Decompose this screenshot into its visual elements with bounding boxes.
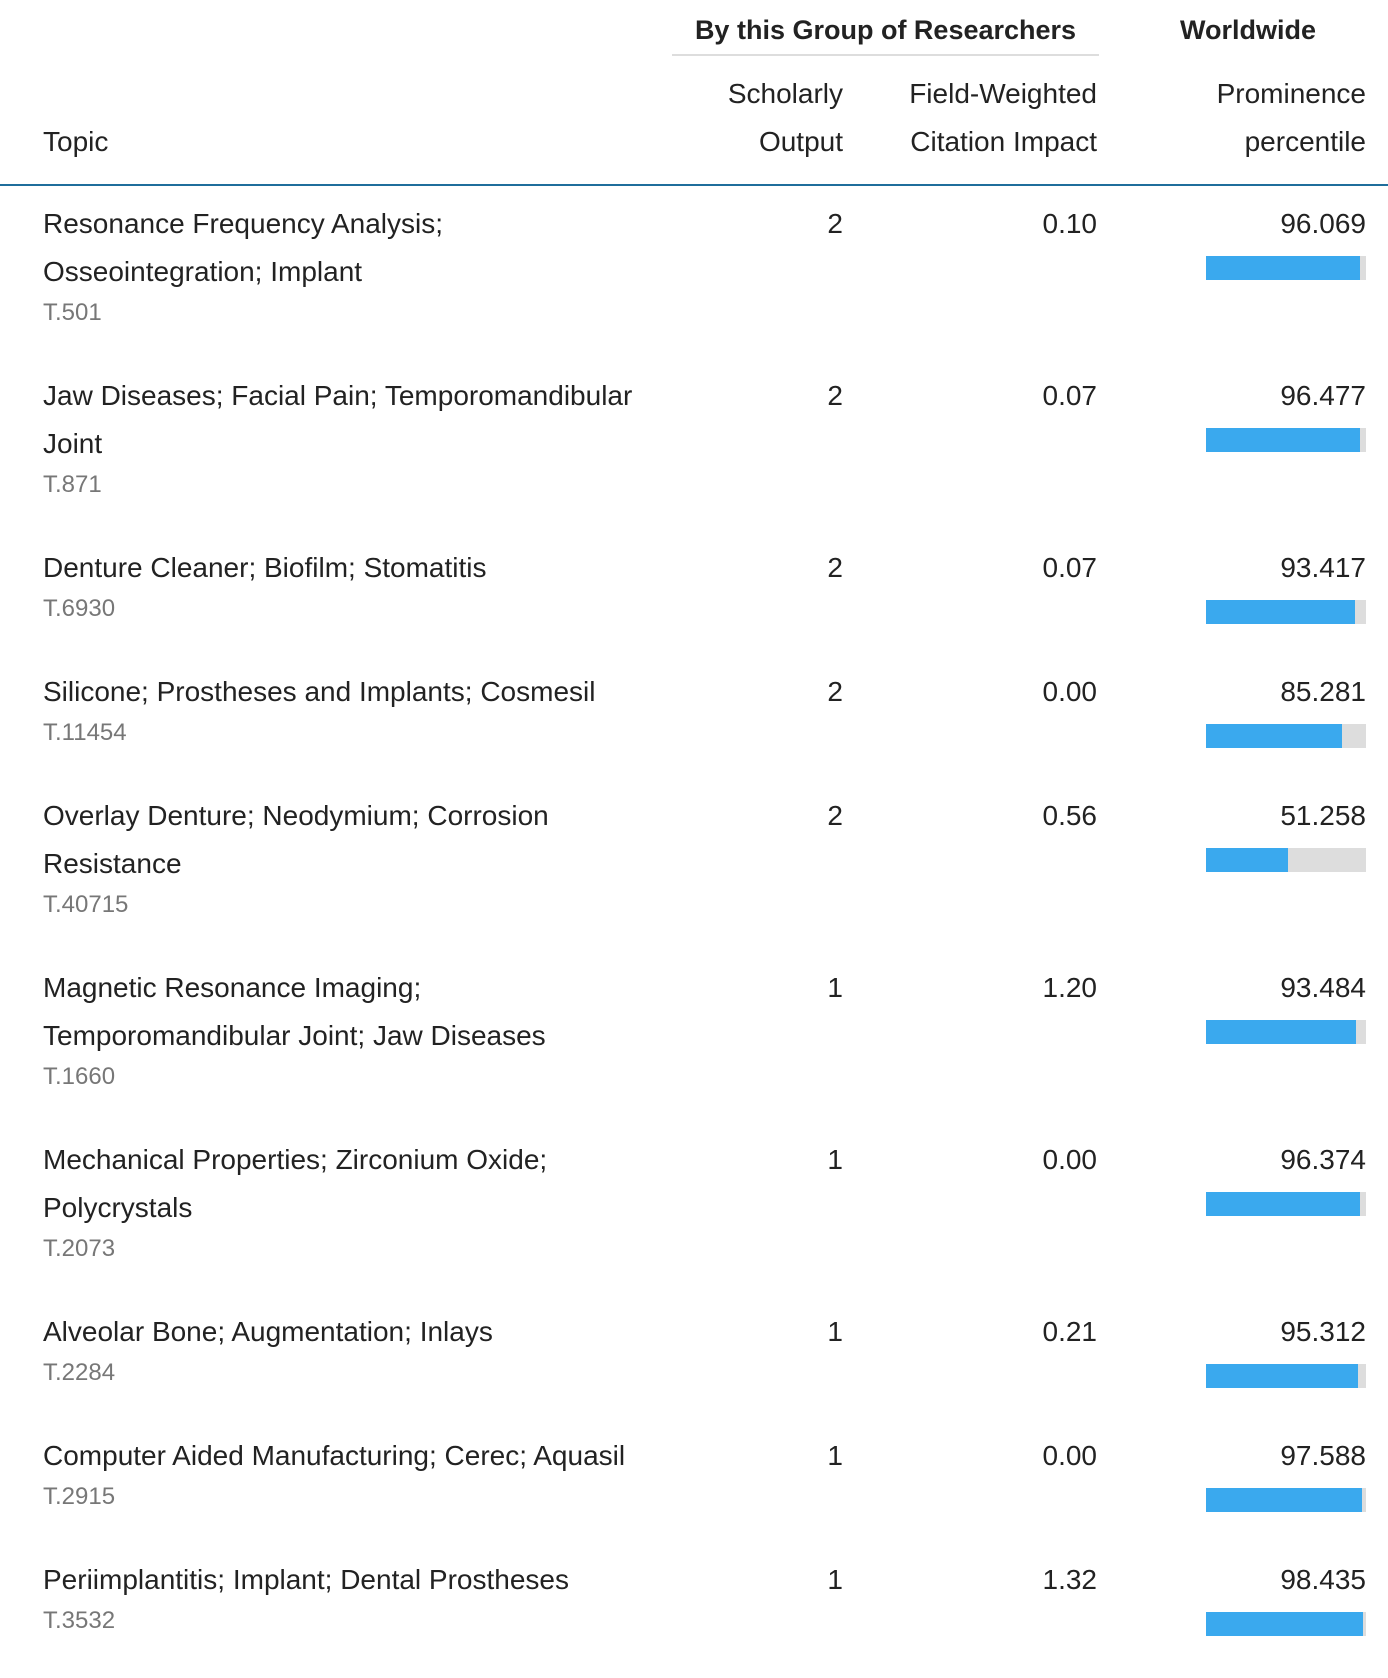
scholarly-output: 2 <box>827 380 843 411</box>
fwci: 0.56 <box>1042 800 1098 831</box>
worldwide-title: Worldwide <box>1179 15 1316 45</box>
percentile-bar <box>1206 600 1356 624</box>
fwci: 0.00 <box>1042 676 1098 707</box>
topic: Denture Cleaner; Biofilm; Stomatitis <box>43 552 487 583</box>
percentile-track <box>1206 600 1366 624</box>
fwci: 0.21 <box>1042 1316 1098 1347</box>
table-row: Periimplantitis; Implant; Dental Prosthe… <box>0 1542 1388 1666</box>
topic: Silicone; Prostheses and Implants; Cosme… <box>43 676 596 707</box>
scholarly-output: 1 <box>827 1440 843 1471</box>
percentile: 51.258 <box>1280 800 1366 831</box>
scholarly-output: 1 <box>827 1144 843 1175</box>
percentile-bar <box>1206 1364 1359 1388</box>
fwci: 0.00 <box>1042 1144 1098 1175</box>
table-body: Resonance Frequency Analysis; Osseointeg… <box>0 186 1388 1666</box>
table-row: Denture Cleaner; Biofilm; Stomatitis T.69… <box>0 530 1388 654</box>
col-output: Scholarly Output <box>728 70 843 166</box>
topic: Periimplantitis; Implant; Dental Prosthe… <box>43 1564 569 1595</box>
percentile: 96.477 <box>1280 380 1366 411</box>
table-row: Jaw Diseases; Facial Pain; Temporomandib… <box>0 358 1388 530</box>
percentile-track <box>1206 848 1366 872</box>
scholarly-output: 2 <box>827 552 843 583</box>
percentile: 95.312 <box>1280 1316 1366 1347</box>
percentile-bar <box>1206 1192 1361 1216</box>
percentile-bar <box>1206 1020 1356 1044</box>
percentile-bar <box>1206 724 1343 748</box>
fwci: 0.00 <box>1042 1440 1098 1471</box>
table-row: Alveolar Bone; Augmentation; Inlays T.228… <box>0 1294 1388 1418</box>
col-fwci: Field-Weighted Citation Impact <box>909 70 1097 166</box>
table-row: Silicone; Prostheses and Implants; Cosme… <box>0 654 1388 778</box>
scholarly-output: 1 <box>827 972 843 1003</box>
topic-code: T.40715 <box>43 891 129 918</box>
topic: Jaw Diseases; Facial Pain; Temporomandib… <box>43 380 633 459</box>
topic: Computer Aided Manufacturing; Cerec; Aqu… <box>43 1440 626 1471</box>
percentile-track <box>1206 256 1366 280</box>
scholarly-output: 1 <box>827 1316 843 1347</box>
percentile-bar <box>1206 1488 1363 1512</box>
scholarly-output: 2 <box>827 676 843 707</box>
percentile: 93.417 <box>1280 552 1366 583</box>
table-header: By this Group of Researchers Worldwide T… <box>0 0 1388 186</box>
percentile-track <box>1206 1364 1366 1388</box>
header-line: Prominence <box>1216 78 1366 109</box>
percentile-bar <box>1206 1612 1364 1636</box>
topic: Overlay Denture; Neodymium; Corrosion Re… <box>43 800 549 879</box>
fwci: 1.20 <box>1042 972 1098 1003</box>
fwci: 0.07 <box>1042 380 1098 411</box>
header-line: Field-Weighted <box>909 78 1097 109</box>
scholarly-output: 2 <box>827 208 843 239</box>
header-line: Topic <box>43 126 109 157</box>
percentile: 85.281 <box>1280 676 1366 707</box>
percentile-track <box>1206 428 1366 452</box>
percentile-track <box>1206 1020 1366 1044</box>
topic-code: T.501 <box>43 299 102 326</box>
percentile-bar <box>1206 848 1288 872</box>
percentile-bar <box>1206 256 1360 280</box>
topic: Magnetic Resonance Imaging; Temporomandi… <box>43 972 546 1051</box>
topic-code: T.2284 <box>43 1359 116 1386</box>
table-row: Magnetic Resonance Imaging; Temporomandi… <box>0 950 1388 1122</box>
table-row: Overlay Denture; Neodymium; Corrosion Re… <box>0 778 1388 950</box>
topic-code: T.871 <box>43 471 102 498</box>
topic: Alveolar Bone; Augmentation; Inlays <box>43 1316 493 1347</box>
topic-code: T.11454 <box>43 719 127 746</box>
percentile: 96.069 <box>1280 208 1366 239</box>
topic-code: T.3532 <box>43 1607 116 1634</box>
percentile-track <box>1206 724 1366 748</box>
percentile: 98.435 <box>1280 1564 1366 1595</box>
topic-code: T.1660 <box>43 1063 116 1090</box>
table-row: Resonance Frequency Analysis; Osseointeg… <box>0 186 1388 358</box>
table-row: Mechanical Properties; Zirconium Oxide; … <box>0 1122 1388 1294</box>
topic-code: T.2915 <box>43 1483 116 1510</box>
topic-code: T.6930 <box>43 595 116 622</box>
header-line: percentile <box>1244 126 1366 157</box>
percentile: 93.484 <box>1280 972 1366 1003</box>
group-title: By this Group of Researchers <box>672 10 1099 56</box>
header-line: Citation Impact <box>910 126 1097 157</box>
percentile-track <box>1206 1192 1366 1216</box>
header-line: Output <box>758 126 843 157</box>
fwci: 0.10 <box>1042 208 1098 239</box>
topic: Resonance Frequency Analysis; Osseointeg… <box>43 208 443 287</box>
fwci: 0.07 <box>1042 552 1098 583</box>
topic-code: T.2073 <box>43 1235 116 1262</box>
col-topic: Topic <box>43 118 108 166</box>
table-row: Computer Aided Manufacturing; Cerec; Aqu… <box>0 1418 1388 1542</box>
percentile-track <box>1206 1612 1366 1636</box>
percentile-bar <box>1206 428 1361 452</box>
header-line: Scholarly <box>727 78 843 109</box>
percentile-track <box>1206 1488 1366 1512</box>
percentile: 97.588 <box>1280 1440 1366 1471</box>
scholarly-output: 2 <box>827 800 843 831</box>
fwci: 1.32 <box>1042 1564 1098 1595</box>
percentile: 96.374 <box>1280 1144 1366 1175</box>
col-percentile: Prominence percentile <box>1217 70 1366 166</box>
topic: Mechanical Properties; Zirconium Oxide; … <box>43 1144 548 1223</box>
scholarly-output: 1 <box>827 1564 843 1595</box>
